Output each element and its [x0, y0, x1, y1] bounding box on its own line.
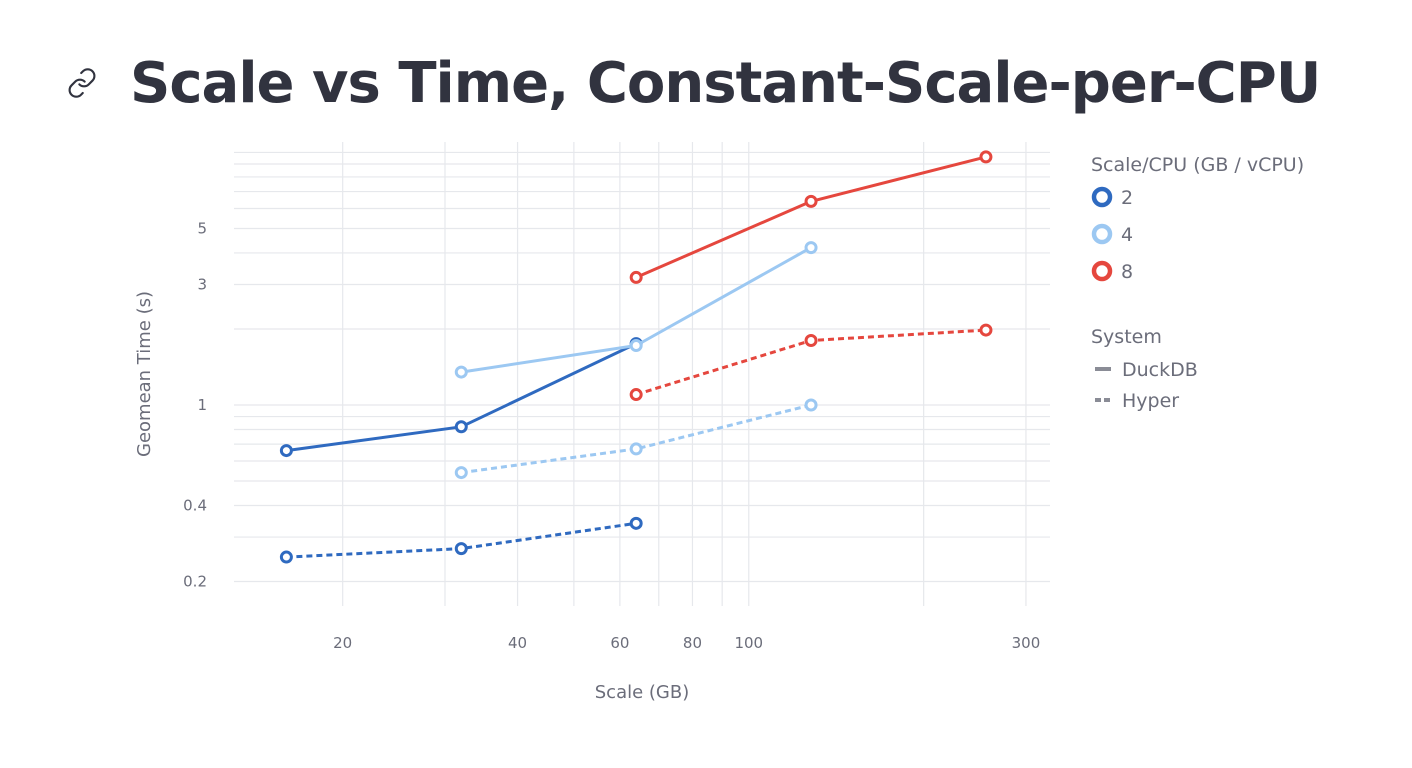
page-title: Scale vs Time, Constant-Scale-per-CPU [130, 50, 1321, 116]
data-point [454, 365, 468, 379]
data-point [454, 542, 468, 556]
x-tick-label: 60 [610, 634, 629, 652]
legend-color-label: 4 [1121, 224, 1133, 246]
tick-labels: 20 40 60 80 100 300 0.2 0.4 1 3 5 [183, 219, 1040, 652]
data-point [629, 516, 643, 530]
data-point [804, 398, 818, 412]
data-point [279, 550, 293, 564]
link-icon[interactable] [66, 67, 98, 99]
legend-swatch [1091, 223, 1113, 245]
y-tick-label: 5 [197, 219, 207, 237]
y-tick-label: 1 [197, 396, 207, 414]
y-tick-label: 3 [197, 276, 207, 294]
grid [234, 142, 1050, 606]
legend-style-title: System [1091, 326, 1162, 348]
legend-style-label: Hyper [1122, 390, 1179, 412]
x-tick-label: 40 [508, 634, 527, 652]
legend-color-label: 8 [1121, 261, 1133, 283]
legend-swatch [1091, 260, 1113, 282]
data-point [804, 241, 818, 255]
y-tick-label: 0.4 [183, 497, 207, 515]
chart-heading: Scale vs Time, Constant-Scale-per-CPU [66, 38, 1321, 128]
x-tick-label: 20 [333, 634, 352, 652]
legend-swatch [1091, 186, 1113, 208]
series-line-duckdb-4 [461, 246, 812, 374]
x-axis-label: Scale (GB) [595, 682, 690, 703]
x-tick-label: 100 [734, 634, 763, 652]
legend-color-label: 2 [1121, 187, 1133, 209]
x-tick-label: 300 [1012, 634, 1041, 652]
legend-color-title: Scale/CPU (GB / vCPU) [1091, 154, 1304, 176]
series-line-hyper-4 [461, 403, 812, 475]
series-group [279, 150, 993, 564]
data-point [804, 334, 818, 348]
series-line-duckdb-8 [635, 155, 987, 279]
data-point [629, 388, 643, 402]
y-axis-label: Geomean Time (s) [134, 291, 155, 457]
series-line-duckdb-2 [286, 342, 637, 453]
legend: Scale/CPU (GB / vCPU) 2 4 8 System DuckDB Hype… [1091, 154, 1304, 412]
x-tick-label: 80 [683, 634, 702, 652]
data-point [979, 150, 993, 164]
data-point [454, 420, 468, 434]
data-point [804, 194, 818, 208]
data-point [629, 339, 643, 353]
data-point [629, 442, 643, 456]
data-point [454, 466, 468, 480]
data-point [629, 270, 643, 284]
y-tick-label: 0.2 [183, 573, 207, 591]
data-point [979, 323, 993, 337]
legend-style-label: DuckDB [1122, 359, 1198, 381]
data-point [279, 444, 293, 458]
